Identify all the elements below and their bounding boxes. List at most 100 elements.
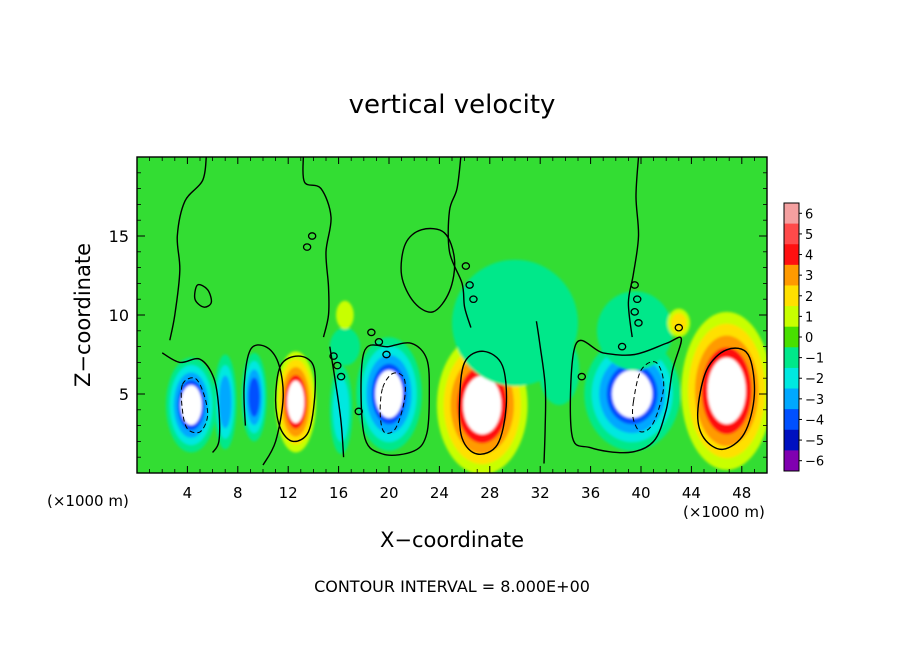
contour-negative [632, 361, 665, 433]
contour-zero [696, 347, 756, 451]
x-tick-label: 48 [732, 484, 751, 502]
x-tick-label: 16 [329, 484, 348, 502]
x-tick-label: 32 [531, 484, 550, 502]
colorbar-swatch [784, 429, 799, 451]
velocity-cell [329, 365, 353, 455]
colorbar-swatch [784, 203, 799, 225]
contour-loop [634, 319, 643, 327]
chart-title: vertical velocity [349, 90, 556, 120]
velocity-cell [681, 311, 767, 470]
x-tick-label: 20 [379, 484, 398, 502]
colorbar-swatch [784, 347, 799, 369]
colorbar-label: −5 [805, 434, 824, 449]
y-axis-label: Z−coordinate [71, 243, 95, 387]
velocity-cell [241, 352, 267, 442]
contour-loop [329, 352, 338, 360]
cell-level [332, 377, 350, 442]
velocity-cell [596, 291, 673, 371]
contour-zero [458, 350, 508, 455]
x-unit-left: (×1000 m) [47, 492, 129, 510]
contour-zero [243, 344, 284, 466]
contour-zero [274, 355, 317, 443]
cell-level [670, 313, 687, 333]
velocity-field [165, 259, 767, 473]
velocity-cell [584, 337, 681, 451]
contour-loop [333, 361, 342, 370]
contour-zero [169, 157, 207, 341]
velocity-cell [165, 357, 217, 453]
cell-level [218, 375, 232, 429]
cell-level [452, 259, 578, 387]
colorbar-label: 6 [805, 207, 813, 222]
plot-area [137, 157, 767, 473]
contour-zero [193, 283, 213, 308]
contour-loop [630, 281, 639, 289]
cell-core [463, 375, 502, 435]
contour-loop [632, 295, 642, 304]
contour-loop [382, 350, 391, 359]
cell-level [248, 377, 260, 417]
x-tick-label: 40 [631, 484, 650, 502]
contour-negative [379, 372, 406, 434]
colorbar-label: 5 [805, 228, 813, 243]
contour-zero [329, 346, 345, 458]
colorbar-swatch [784, 306, 799, 328]
contour-loop [461, 262, 471, 270]
contour-zero [360, 342, 431, 456]
contour-loop [630, 307, 639, 316]
contour-loop [336, 372, 346, 381]
contour-zero [447, 157, 472, 328]
x-tick-label: 12 [279, 484, 298, 502]
velocity-cell [213, 354, 237, 450]
x-tick-label: 36 [581, 484, 600, 502]
colorbar-label: −4 [805, 413, 824, 428]
x-tick-label: 44 [682, 484, 701, 502]
colorbar-label: 4 [805, 249, 813, 264]
y-tick-label: 10 [109, 306, 129, 325]
colorbar-swatch [784, 450, 799, 472]
x-unit-right: (×1000 m) [683, 503, 765, 521]
colorbar-label: −6 [805, 455, 824, 470]
colorbar-label: −1 [805, 352, 824, 367]
y-axis: 5 10 15 [109, 172, 767, 458]
y-tick-label: 15 [109, 227, 129, 246]
cell-core [180, 385, 202, 425]
velocity-cell [667, 308, 691, 338]
velocity-cell [275, 351, 316, 453]
colorbar-label: −2 [805, 372, 824, 387]
contour-loop [674, 323, 684, 332]
contour-negative [180, 377, 209, 434]
colorbar-label: 0 [805, 331, 813, 346]
contour-loop [617, 342, 627, 351]
x-tick-label: 4 [183, 484, 193, 502]
contour-loop [307, 232, 317, 240]
contour-zero [302, 157, 332, 338]
contour-zero [161, 352, 221, 453]
contour-loop [374, 338, 384, 346]
x-axis: 4 8 12 16 20 24 28 32 36 40 44 48 [149, 157, 755, 502]
velocity-cell [356, 337, 422, 451]
colorbar-swatch [784, 223, 799, 245]
colorbar-label: −3 [805, 393, 824, 408]
cell-core [612, 370, 653, 418]
colorbar-swatch [784, 326, 799, 348]
contour-interval-note: CONTOUR INTERVAL = 8.000E+00 [314, 577, 590, 596]
colorbar-swatch [784, 264, 799, 286]
colorbar-swatch [784, 285, 799, 307]
contour-zero [535, 321, 547, 464]
colorbar-swatch [784, 367, 799, 390]
colorbar-label: 2 [805, 290, 813, 305]
colorbar: 6 5 4 3 2 1 0 −1 −2 −3 −4 −5 −6 [783, 202, 824, 472]
contour-zero [569, 336, 683, 454]
cell-level [596, 291, 673, 371]
colorbar-swatch [784, 409, 799, 431]
cell-core [375, 370, 403, 418]
contour-loop [302, 243, 312, 251]
contour-zero [627, 157, 640, 338]
x-tick-label: 8 [233, 484, 243, 502]
velocity-cell [336, 300, 354, 330]
contour-loop [469, 295, 478, 304]
cell-core [707, 357, 746, 425]
y-tick-label: 5 [119, 385, 129, 404]
